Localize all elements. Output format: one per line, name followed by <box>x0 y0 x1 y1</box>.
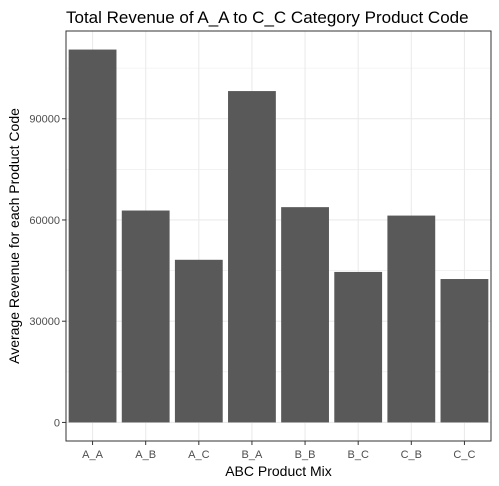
x-tick-label: B_A <box>242 449 263 461</box>
y-axis-title: Average Revenue for each Product Code <box>6 108 22 364</box>
bar-c-c <box>441 279 489 422</box>
y-tick-label: 90000 <box>29 114 60 126</box>
x-tick-label: A_C <box>188 449 209 461</box>
x-tick-label: C_B <box>401 449 422 461</box>
bar-b-b <box>281 207 329 422</box>
bar-b-c <box>334 272 382 423</box>
bar-c-b <box>387 216 435 423</box>
bar-b-a <box>228 91 276 422</box>
bar-a-a <box>69 50 117 423</box>
chart-title: Total Revenue of A_A to C_C Category Pro… <box>66 8 469 27</box>
y-tick-label: 0 <box>54 417 60 429</box>
x-axis-title: ABC Product Mix <box>225 463 332 479</box>
x-tick-label: A_B <box>135 449 156 461</box>
x-tick-label: B_C <box>347 449 368 461</box>
x-tick-label: A_A <box>82 449 103 461</box>
bar-a-b <box>122 211 170 423</box>
bar-a-c <box>175 260 223 423</box>
y-tick-label: 30000 <box>29 316 60 328</box>
x-tick-label: C_C <box>453 449 475 461</box>
y-tick-label: 60000 <box>29 215 60 227</box>
x-tick-label: B_B <box>295 449 316 461</box>
